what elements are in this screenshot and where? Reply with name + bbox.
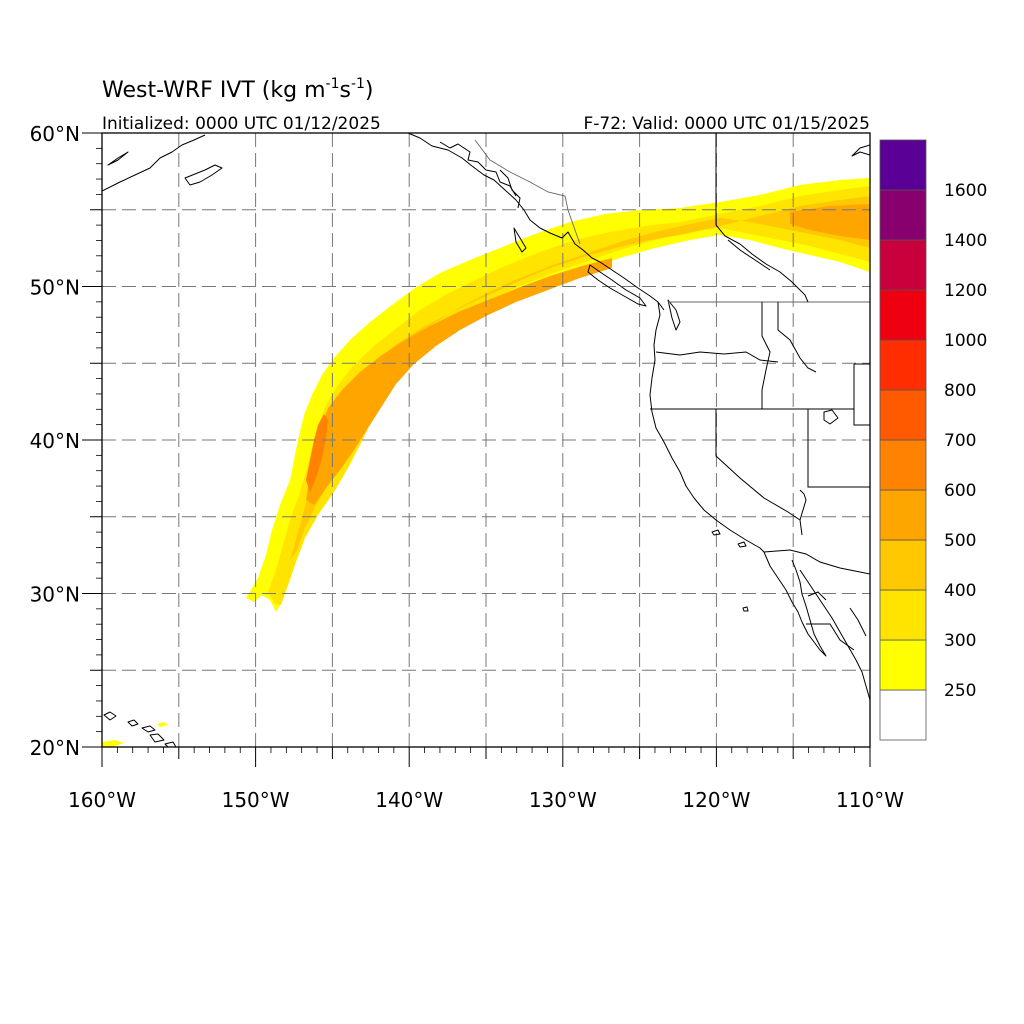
colorbar-swatch [879,539,927,591]
chart-title: West-WRF IVT (kg m-1s-1) [102,76,374,103]
colorbar-swatch [879,439,927,491]
colorbar-label: 250 [944,681,976,701]
colorbar-label: 700 [944,431,976,451]
init-time-label: Initialized: 0000 UTC 01/12/2025 [102,114,381,134]
tick-marks [82,132,871,767]
colorbar-label: 800 [944,381,976,401]
y-tick-label: 20°N [30,736,80,760]
colorbar-swatch [879,339,927,391]
colorbar-label: 300 [944,631,976,651]
colorbar-label: 1000 [944,331,987,351]
political-borders [474,133,870,651]
x-tick-label: 130°W [529,788,597,812]
y-tick-label: 30°N [30,583,80,607]
colorbar-swatch [879,139,927,191]
y-tick-label: 40°N [30,429,80,453]
x-tick-label: 160°W [68,788,136,812]
colorbar: 250 300 400 500 600 700 800 1000 1200 1400 1600 [879,139,987,741]
y-tick-label: 60°N [30,122,80,146]
ivt-contour-700 [306,414,328,492]
colorbar-swatch [879,639,927,691]
colorbar-swatch [879,589,927,641]
colorbar-swatch [879,289,927,341]
colorbar-label: 400 [944,581,976,601]
ivt-contour-600-east [790,204,870,240]
x-tick-label: 120°W [682,788,750,812]
ivt-atmospheric-river [246,178,870,612]
colorbar-swatch [879,239,927,291]
map-plot-area: 160°W 150°W 140°W 130°W 120°W 110°W 20°N 30°N 4… [30,122,905,812]
x-tick-label: 140°W [375,788,443,812]
colorbar-label: 1600 [944,181,987,201]
colorbar-swatch [879,389,927,441]
ivt-contour-hawaii [102,740,124,747]
ivt-contour-hawaii-2 [157,722,168,727]
ivt-contour-600 [306,258,612,505]
colorbar-label: 1200 [944,281,987,301]
colorbar-swatch [879,489,927,541]
x-axis-labels: 160°W 150°W 140°W 130°W 120°W 110°W [68,788,904,812]
colorbar-swatch [879,189,927,241]
x-tick-label: 110°W [836,788,904,812]
y-tick-label: 50°N [30,276,80,300]
x-tick-label: 150°W [222,788,290,812]
valid-time-label: F-72: Valid: 0000 UTC 01/15/2025 [583,114,870,134]
y-axis-labels: 20°N 30°N 40°N 50°N 60°N [30,122,80,760]
colorbar-swatch [879,689,927,741]
colorbar-label: 1400 [944,231,987,251]
ivt-contour-500 [290,196,870,560]
colorbar-label: 600 [944,481,976,501]
coastlines [102,133,870,747]
colorbar-label: 500 [944,531,976,551]
